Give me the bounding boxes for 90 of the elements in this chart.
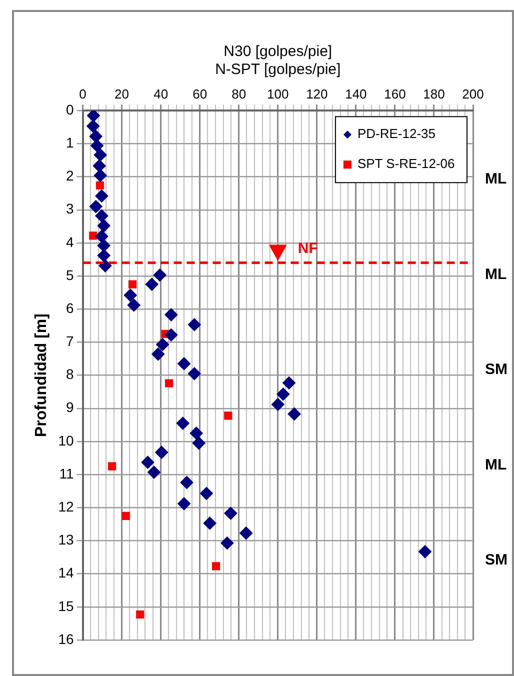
x-tick-label: 60 — [192, 86, 208, 102]
point — [188, 367, 201, 380]
point — [108, 462, 116, 470]
point — [92, 159, 106, 172]
point — [94, 168, 107, 182]
point — [224, 412, 232, 420]
y-tick-label: 10 — [58, 432, 74, 448]
x-tick-label: 160 — [384, 86, 406, 102]
point — [145, 278, 158, 291]
point — [164, 308, 178, 322]
point — [276, 388, 290, 401]
point — [152, 348, 165, 361]
y-tick-label: 4 — [66, 234, 74, 250]
legend-label: NF — [298, 240, 318, 257]
x-tick-label: 100 — [267, 86, 289, 102]
point — [95, 209, 108, 222]
point — [220, 536, 234, 550]
point — [94, 148, 107, 162]
point — [240, 526, 253, 540]
x-tick-label: 40 — [154, 86, 168, 102]
point — [156, 338, 170, 352]
y-tick-label: 13 — [58, 532, 74, 548]
point — [155, 446, 168, 459]
x-tick-label: 200 — [462, 86, 484, 102]
y-tick-label: 5 — [66, 266, 74, 283]
point — [136, 610, 144, 619]
point — [282, 376, 296, 390]
point — [147, 466, 160, 479]
x-tick-label: 0 — [79, 86, 86, 102]
point — [190, 426, 203, 440]
x-tick-label: 140 — [345, 86, 367, 102]
point — [164, 379, 174, 388]
point — [98, 259, 112, 272]
y-tick-label: 0 — [66, 101, 74, 118]
point — [288, 408, 301, 421]
point — [122, 512, 130, 520]
legend-label: SPT S-RE-12-06 — [357, 156, 455, 172]
legend-label: PD-RE-12-35 — [357, 126, 436, 142]
y-tick-label: 8 — [66, 366, 74, 382]
point — [178, 357, 191, 370]
point — [89, 232, 98, 240]
point — [153, 268, 166, 282]
y-tick-label: 15 — [58, 598, 74, 614]
text: ML — [485, 456, 507, 474]
point — [203, 516, 216, 530]
x-tick-label: 20 — [114, 86, 130, 102]
point — [271, 398, 284, 411]
y-tick-label: 12 — [58, 498, 74, 515]
text: ML — [485, 266, 507, 283]
point — [180, 476, 194, 490]
y-tick-label: 3 — [66, 200, 74, 217]
point — [90, 139, 104, 152]
point — [164, 328, 178, 342]
x-axis-title: N30 [golpes/pie] N-SPT [golpes/pie] — [215, 43, 341, 78]
y-tick-label: 7 — [66, 333, 74, 350]
y-tick-label: 9 — [66, 399, 74, 416]
point — [141, 456, 154, 469]
point — [127, 298, 140, 312]
point — [96, 181, 104, 190]
text: SM — [485, 361, 508, 378]
y-axis-title: Profundidad [m] — [33, 314, 50, 438]
point — [200, 486, 213, 500]
point — [178, 497, 191, 510]
point — [95, 230, 108, 243]
point — [86, 120, 100, 133]
x-tick-label: 80 — [232, 86, 246, 102]
x-tick-label: 120 — [306, 86, 328, 102]
text: ML — [485, 170, 507, 188]
point — [224, 506, 238, 520]
y-tick-label: 1 — [66, 134, 74, 151]
point — [87, 110, 100, 122]
point — [192, 436, 206, 450]
text: SM — [485, 552, 508, 569]
point — [97, 249, 110, 262]
point — [128, 280, 137, 288]
point — [212, 562, 220, 570]
point — [89, 200, 102, 214]
point — [124, 288, 137, 302]
y-tick-label: 11 — [59, 465, 74, 482]
x-tick-label: 180 — [423, 86, 445, 102]
y-tick-label: 16 — [58, 630, 74, 647]
point — [97, 219, 110, 232]
point — [176, 416, 190, 430]
y-tick-label: 14 — [58, 564, 74, 581]
point — [418, 545, 432, 558]
y-tick-label: 2 — [66, 168, 74, 184]
point — [95, 189, 108, 202]
point — [188, 318, 201, 332]
y-tick-label: 6 — [66, 300, 74, 316]
point — [97, 239, 110, 252]
